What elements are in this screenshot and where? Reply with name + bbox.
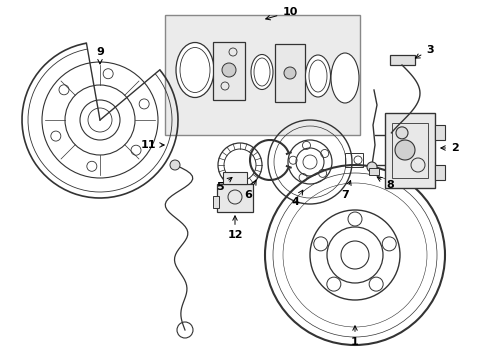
Text: 8: 8	[377, 177, 393, 190]
Circle shape	[394, 140, 414, 160]
Text: 6: 6	[244, 180, 256, 200]
Bar	[384, 113, 434, 188]
Ellipse shape	[305, 55, 330, 97]
Bar	[345, 153, 362, 167]
Bar	[274, 44, 305, 102]
Text: 9: 9	[96, 47, 104, 64]
Circle shape	[366, 162, 376, 172]
Ellipse shape	[330, 53, 358, 103]
Ellipse shape	[250, 54, 272, 90]
Text: 10: 10	[265, 7, 297, 20]
Text: 2: 2	[440, 143, 458, 153]
Bar	[213, 196, 219, 208]
Text: 1: 1	[350, 326, 358, 347]
Text: 11: 11	[140, 140, 164, 150]
Bar	[213, 42, 244, 100]
Bar	[391, 123, 427, 178]
Circle shape	[395, 127, 407, 139]
Bar	[164, 15, 359, 135]
Text: 4: 4	[290, 190, 302, 207]
Bar	[434, 165, 444, 180]
Ellipse shape	[176, 42, 214, 98]
Bar	[368, 168, 378, 175]
Bar	[434, 125, 444, 140]
Circle shape	[222, 63, 236, 77]
Text: 7: 7	[341, 181, 350, 200]
Text: 12: 12	[227, 216, 242, 240]
Circle shape	[284, 67, 295, 79]
Bar	[389, 55, 414, 65]
Text: 5: 5	[216, 177, 231, 192]
Bar	[223, 172, 246, 184]
Bar	[217, 184, 252, 212]
Circle shape	[170, 160, 180, 170]
Text: 3: 3	[414, 45, 433, 58]
